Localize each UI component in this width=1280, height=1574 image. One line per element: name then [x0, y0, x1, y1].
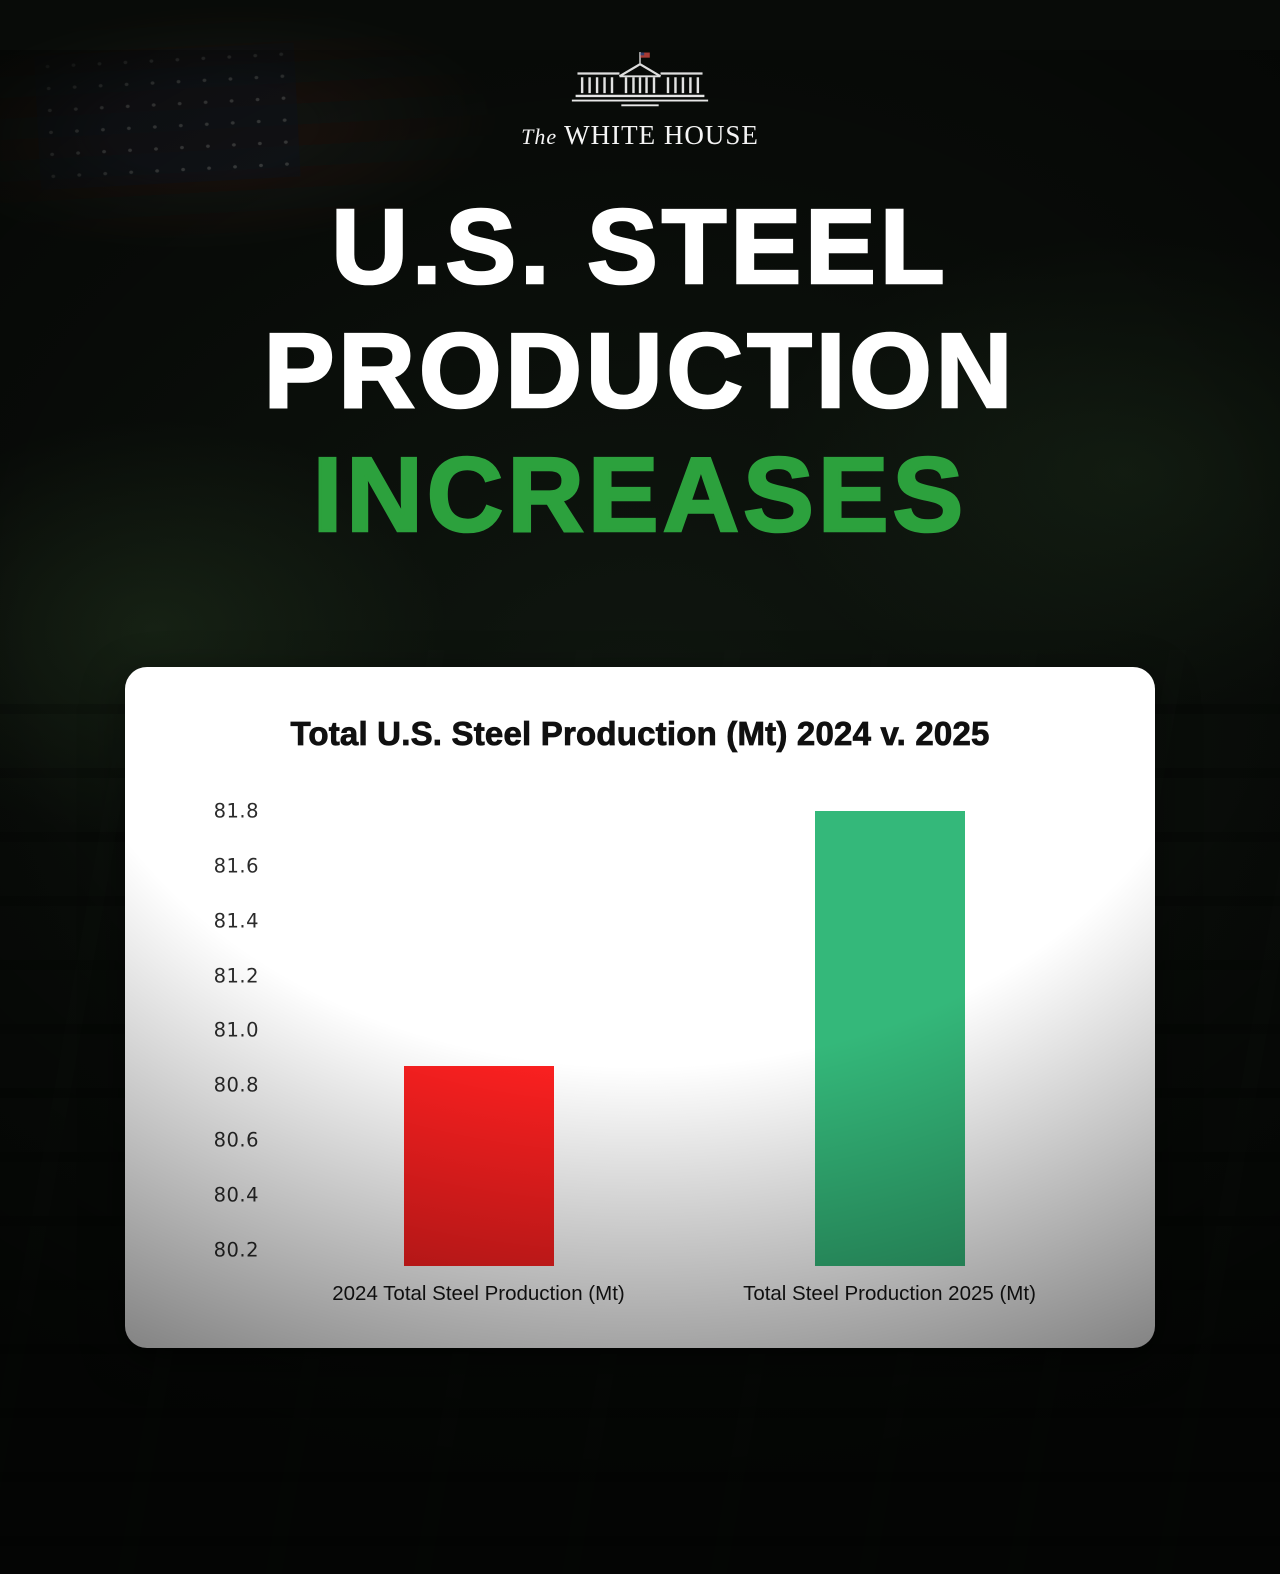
- y-tick-label: 80.8: [213, 1073, 259, 1097]
- bar-chart: 81.8 81.6 81.4 81.2 81.0 80.8 80.6 80.4 80.2: [195, 800, 1095, 1267]
- y-tick-label: 81.0: [213, 1018, 259, 1042]
- y-tick-label: 81.8: [213, 799, 259, 823]
- headline-line-1: U.S. STEEL: [330, 187, 949, 308]
- headline-line-3: INCREASES: [311, 435, 968, 556]
- y-tick-label: 80.6: [213, 1128, 259, 1152]
- white-house-icon: [571, 52, 709, 107]
- bar-2024: [403, 1065, 554, 1267]
- y-tick-label: 81.4: [213, 909, 259, 933]
- white-house-logo: The WHITE HOUSE: [0, 50, 1280, 151]
- bar-slot: [273, 811, 684, 1267]
- headline-line-2: PRODUCTION: [262, 311, 1017, 432]
- bar-slot: [684, 811, 1095, 1267]
- bar-2025: [814, 811, 965, 1267]
- x-axis-label: 2024 Total Steel Production (Mt): [332, 1282, 625, 1306]
- chart-title: Total U.S. Steel Production (Mt) 2024 v.…: [290, 715, 990, 753]
- chart-card: Total U.S. Steel Production (Mt) 2024 v.…: [125, 667, 1155, 1349]
- infographic: The WHITE HOUSE U.S. STEEL PRODUCTION INC…: [0, 50, 1280, 1349]
- brand-wordmark: The WHITE HOUSE: [0, 120, 1280, 151]
- y-tick-label: 81.6: [213, 854, 259, 878]
- x-axis-label: Total Steel Production 2025 (Mt): [743, 1282, 1036, 1306]
- brand-prefix: The: [521, 124, 558, 149]
- plot-area: [273, 811, 1095, 1267]
- brand-name: WHITE HOUSE: [564, 120, 759, 150]
- y-tick-label: 81.2: [213, 964, 259, 987]
- headline: U.S. STEEL PRODUCTION INCREASES: [0, 185, 1280, 557]
- x-axis-labels: 2024 Total Steel Production (Mt) Total St…: [273, 1282, 1095, 1306]
- y-axis: 81.8 81.6 81.4 81.2 81.0 80.8 80.6 80.4 80.2: [195, 800, 273, 1266]
- y-tick-label: 80.4: [213, 1183, 259, 1207]
- y-tick-label: 80.2: [213, 1238, 259, 1262]
